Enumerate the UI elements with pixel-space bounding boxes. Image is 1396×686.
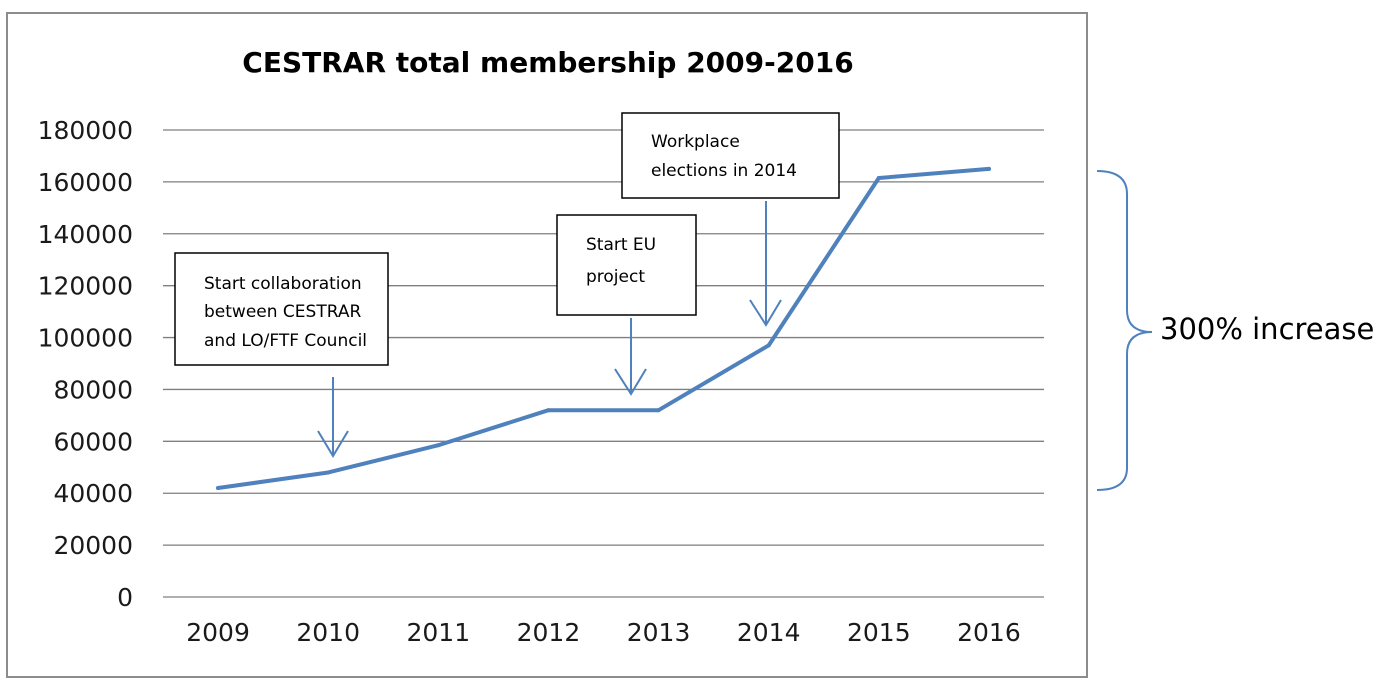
annotation-arrow — [749, 201, 782, 327]
annotation-eu-project: Start EU project — [556, 214, 697, 396]
annotation-text-line: project — [586, 267, 645, 287]
x-tick-label: 2016 — [957, 618, 1021, 647]
annotation-arrow — [614, 318, 647, 396]
x-tick-label: 2012 — [517, 618, 581, 647]
increase-brace: 300% increase — [1096, 170, 1374, 491]
annotation-text-line: between CESTRAR — [204, 302, 361, 322]
annotation-arrow — [317, 377, 349, 458]
y-tick-label: 140000 — [38, 220, 133, 249]
y-tick-label: 0 — [117, 583, 133, 612]
annotation-collaboration: Start collaboration between CESTRAR and … — [174, 252, 389, 458]
series-line — [216, 166, 991, 491]
data-point — [656, 408, 661, 413]
right-brace-shape — [1096, 170, 1153, 491]
x-tick-label: 2009 — [186, 618, 250, 647]
x-axis-tick-labels: 2009 2010 2011 2012 2013 2014 2015 2016 — [186, 618, 1021, 647]
data-point — [876, 175, 881, 180]
annotation-text-line: Start EU — [586, 235, 656, 255]
x-tick-label: 2013 — [627, 618, 691, 647]
annotation-text-line: Workplace — [651, 132, 740, 152]
y-tick-label: 40000 — [53, 479, 133, 508]
annotation-workplace-elections: Workplace elections in 2014 — [621, 112, 840, 327]
annotation-box — [621, 112, 840, 199]
data-point — [766, 343, 771, 348]
series-layer — [216, 166, 991, 491]
x-tick-label: 2011 — [407, 618, 471, 647]
y-tick-label: 120000 — [38, 272, 133, 301]
data-point — [546, 408, 551, 413]
data-point — [216, 486, 221, 491]
data-point — [986, 166, 991, 171]
data-point — [436, 443, 441, 448]
annotation-box — [556, 214, 697, 316]
increase-label: 300% increase — [1160, 312, 1374, 346]
annotation-text-line: Start collaboration — [204, 274, 362, 294]
x-tick-label: 2015 — [847, 618, 911, 647]
y-tick-label: 20000 — [53, 531, 133, 560]
chart-frame — [6, 12, 1088, 678]
data-point — [326, 470, 331, 475]
annotation-box — [174, 252, 389, 366]
y-tick-label: 180000 — [38, 116, 133, 145]
annotation-text-line: elections in 2014 — [651, 161, 797, 181]
y-tick-label: 80000 — [53, 375, 133, 404]
y-axis-tick-labels: 0 20000 40000 60000 80000 100000 120000 140000 1… — [38, 116, 133, 612]
chart-title: CESTRAR total membership 2009-2016 — [242, 46, 853, 79]
y-tick-label: 60000 — [53, 427, 133, 456]
x-tick-label: 2010 — [296, 618, 360, 647]
y-tick-label: 100000 — [38, 324, 133, 353]
x-tick-label: 2014 — [737, 618, 801, 647]
y-tick-label: 160000 — [38, 168, 133, 197]
annotations: Start collaboration between CESTRAR and … — [174, 112, 840, 458]
annotation-text-line: and LO/FTF Council — [204, 331, 367, 351]
